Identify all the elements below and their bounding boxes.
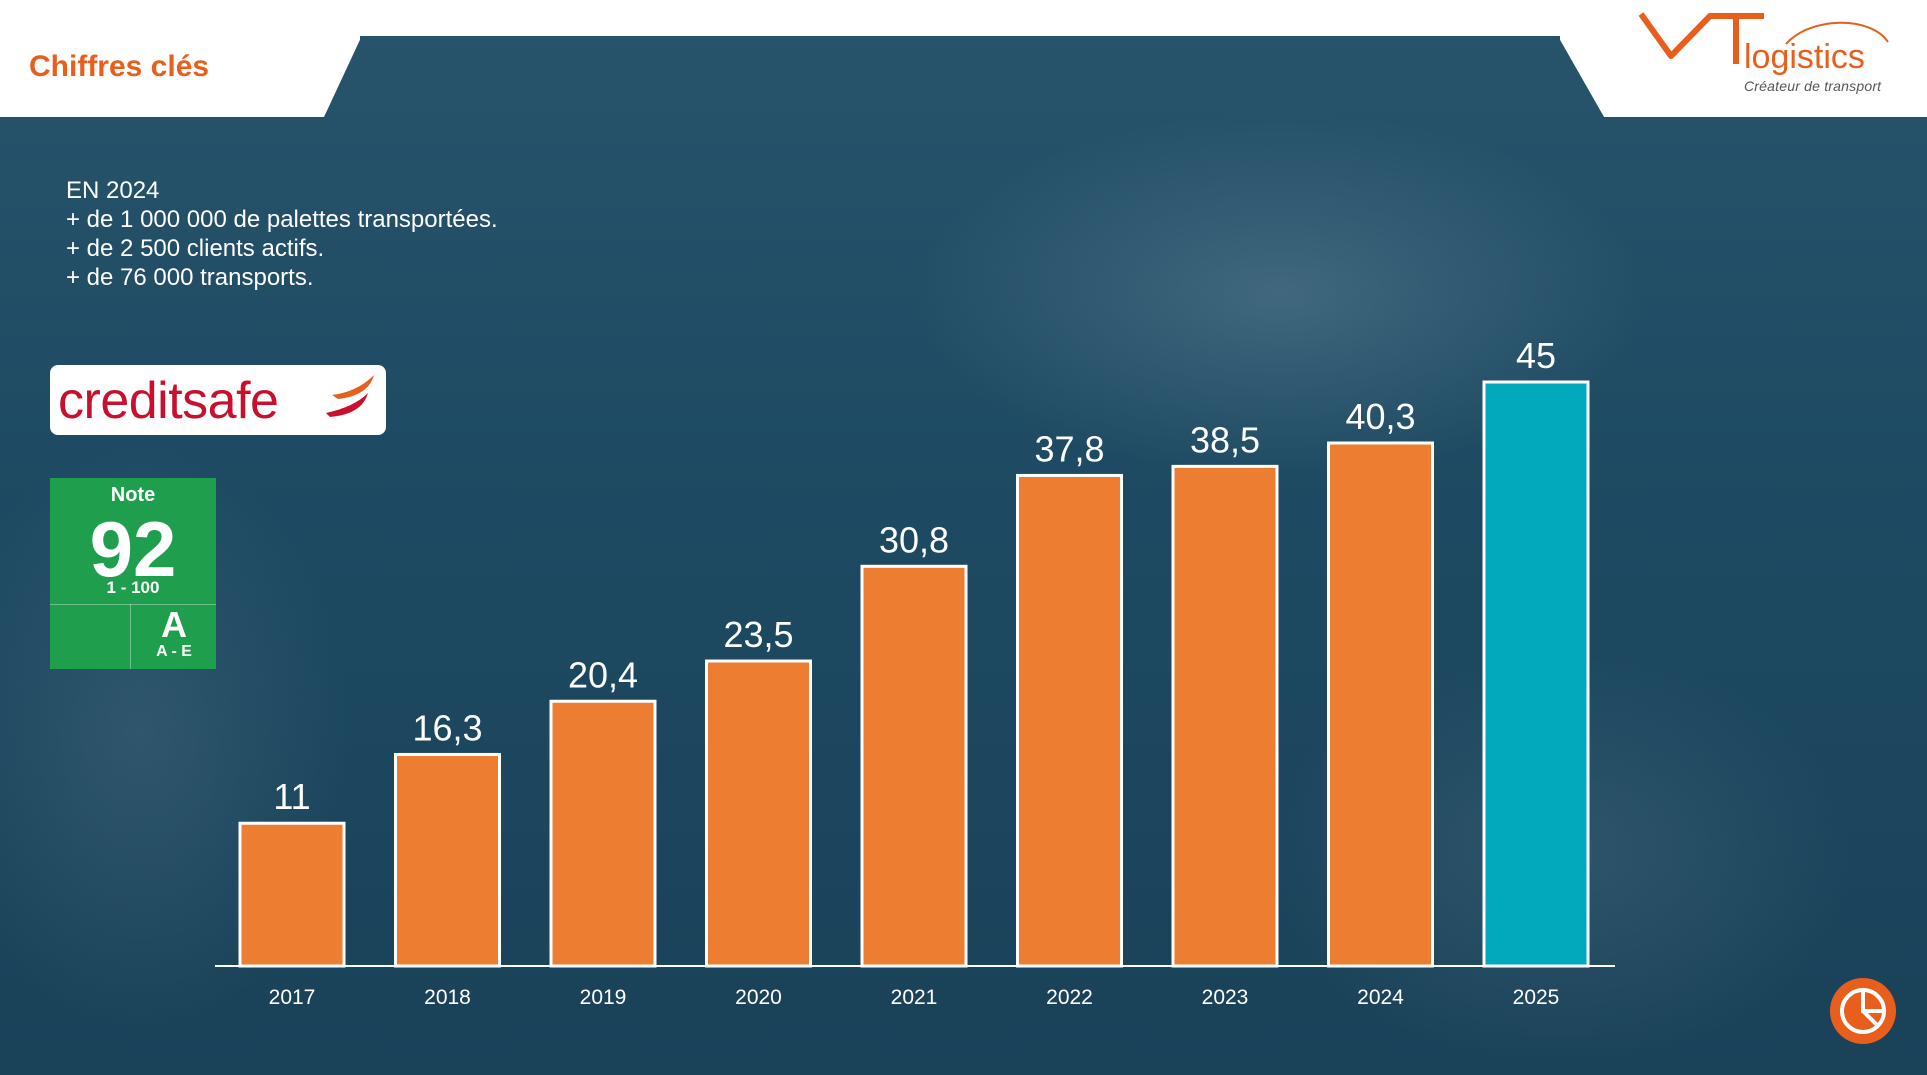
bar-2022	[1016, 473, 1123, 968]
fact-line: + de 76 000 transports.	[66, 264, 314, 291]
x-tick-label: 2021	[891, 986, 938, 1009]
bar-2017	[238, 821, 346, 968]
x-tick-label: 2020	[735, 986, 782, 1009]
x-tick-label: 2019	[580, 986, 627, 1009]
fact-line: + de 2 500 clients actifs.	[66, 235, 325, 262]
x-tick-label: 2025	[1513, 986, 1560, 1009]
data-label: 37,8	[1034, 428, 1104, 469]
x-tick-label: 2018	[424, 986, 471, 1009]
bar-2024	[1327, 441, 1434, 968]
score-divider	[50, 604, 216, 605]
creditsafe-logo: creditsafe	[50, 365, 386, 435]
vt-logistics-logo: logistics	[1638, 12, 1889, 76]
creditsafe-swoosh-icon	[326, 375, 374, 417]
x-tick-label: 2023	[1202, 986, 1249, 1009]
x-tick-label: 2024	[1357, 986, 1404, 1009]
bar-2021	[860, 564, 968, 968]
header-right-tab	[1560, 0, 1927, 117]
data-label: 11	[273, 776, 310, 817]
creditsafe-wordmark: creditsafe	[58, 372, 279, 430]
bar-2025	[1482, 380, 1590, 968]
key-facts: EN 2024 + de 1 000 000 de palettes trans…	[66, 176, 498, 292]
bar-2020	[705, 659, 812, 968]
data-label: 20,4	[568, 654, 638, 695]
data-label: 16,3	[412, 707, 482, 748]
score-grade: A	[161, 604, 187, 645]
logo-wordmark: logistics	[1744, 38, 1865, 76]
score-value: 92	[89, 505, 177, 593]
score-range: 1 - 100	[106, 578, 160, 597]
creditsafe-score-card: Note 92 1 - 100 A A - E	[50, 478, 216, 669]
pie-chart-icon[interactable]	[1828, 976, 1898, 1046]
data-label: 45	[1516, 335, 1556, 376]
page-title: Chiffres clés	[29, 50, 210, 83]
x-tick-label: 2022	[1046, 986, 1093, 1009]
data-label: 38,5	[1190, 419, 1260, 460]
x-tick-label: 2017	[269, 986, 316, 1009]
data-label: 23,5	[723, 614, 793, 655]
fact-line: EN 2024	[66, 177, 160, 204]
fact-line: + de 1 000 000 de palettes transportées.	[66, 206, 498, 233]
bar-2018	[394, 752, 501, 968]
score-grade-range: A - E	[156, 643, 192, 660]
data-label: 30,8	[879, 519, 949, 560]
bar-2019	[549, 699, 657, 968]
logo-tagline: Créateur de transport	[1744, 78, 1882, 94]
bar-2023	[1171, 464, 1279, 968]
score-label: Note	[110, 484, 156, 506]
score-divider	[130, 604, 131, 669]
header-left-tab	[0, 0, 360, 117]
data-label: 40,3	[1345, 396, 1415, 437]
